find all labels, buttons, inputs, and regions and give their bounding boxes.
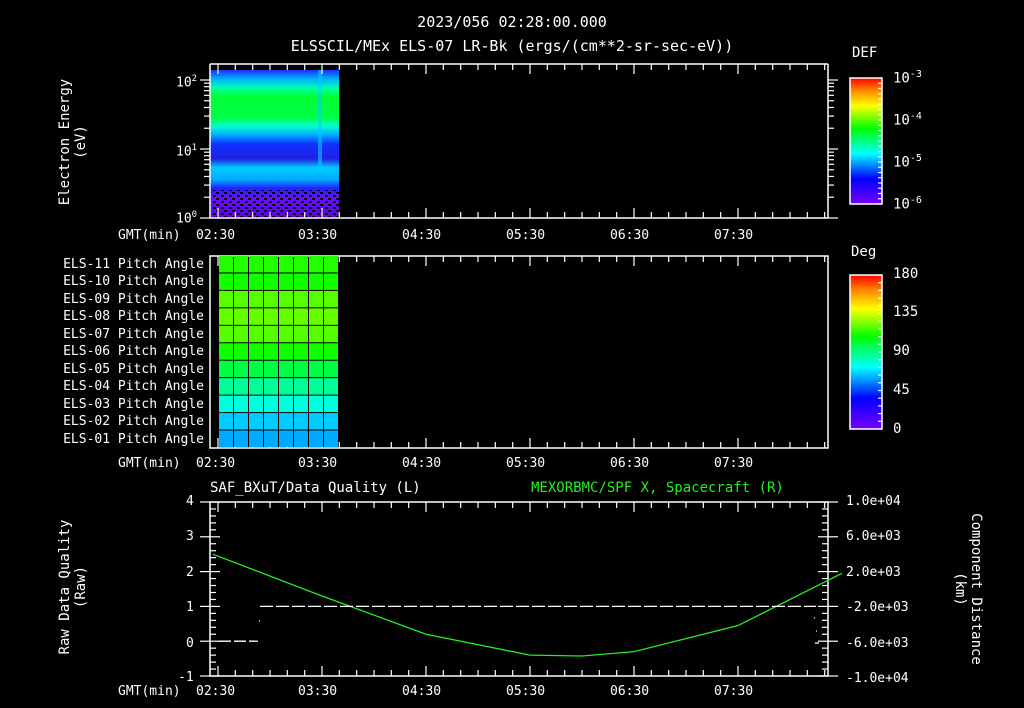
pitch-angle-row-label: ELS-09 Pitch Angle bbox=[63, 291, 204, 307]
time-tick: 03:30 bbox=[298, 684, 338, 699]
time-tick: 07:30 bbox=[714, 456, 754, 471]
pitch-angle-row-label: ELS-07 Pitch Angle bbox=[63, 326, 204, 342]
ytick-left: 0 bbox=[186, 636, 194, 651]
def-colorbar-title: DEF bbox=[852, 45, 878, 61]
time-tick: 06:30 bbox=[610, 228, 650, 243]
panel3-right-ylabel: Component Distance (km) bbox=[952, 503, 984, 675]
ytick-left: 1 bbox=[186, 600, 194, 615]
ytick-1: 100 bbox=[176, 210, 198, 227]
ylabel-line1: Raw Data Quality bbox=[57, 519, 73, 655]
def-colorbar bbox=[849, 77, 883, 205]
pitch-angle-row-label: ELS-10 Pitch Angle bbox=[63, 274, 204, 290]
def-cb-1e-6: 10-6 bbox=[893, 195, 922, 213]
ylabel-line2: (eV) bbox=[73, 125, 89, 159]
ylabel-line2: (km) bbox=[952, 572, 968, 606]
spacecraft-x-line bbox=[212, 553, 843, 657]
time-tick: 06:30 bbox=[610, 684, 650, 699]
time-axis-label-2: GMT(min) bbox=[118, 456, 181, 471]
time-tick: 05:30 bbox=[506, 456, 546, 471]
time-tick: 02:30 bbox=[196, 456, 236, 471]
pitch-angle-row-label: ELS-06 Pitch Angle bbox=[63, 344, 204, 360]
ytick-right: 2.0e+03 bbox=[846, 565, 901, 580]
plot-subtitle: ELSSCIL/MEx ELS-07 LR-Bk (ergs/(cm**2-sr… bbox=[290, 37, 734, 55]
pitch-angle-row-label: ELS-03 Pitch Angle bbox=[63, 396, 204, 412]
panel3-left-ylabel: Raw Data Quality (Raw) bbox=[57, 512, 89, 662]
time-tick: 07:30 bbox=[714, 228, 754, 243]
panel1-heatmap bbox=[210, 70, 339, 218]
time-axis-label-3: GMT(min) bbox=[118, 684, 181, 699]
deg-colorbar-title: Deg bbox=[851, 244, 877, 260]
time-tick: 07:30 bbox=[714, 684, 754, 699]
ytick-right: -2.0e+03 bbox=[846, 600, 909, 615]
time-tick: 05:30 bbox=[506, 684, 546, 699]
time-tick: 04:30 bbox=[402, 228, 442, 243]
pitch-angle-row-label: ELS-04 Pitch Angle bbox=[63, 379, 204, 395]
panel2-frame bbox=[209, 255, 829, 449]
time-tick: 03:30 bbox=[298, 228, 338, 243]
ytick-right: 6.0e+03 bbox=[846, 529, 901, 544]
time-tick: 06:30 bbox=[610, 456, 650, 471]
ytick-left: 2 bbox=[186, 565, 194, 580]
plot-timestamp: 2023/056 02:28:00.000 bbox=[417, 13, 607, 31]
time-axis-label-1: GMT(min) bbox=[118, 228, 181, 243]
ylabel-line1: Electron Energy bbox=[57, 78, 73, 206]
ytick-left: 4 bbox=[186, 494, 194, 509]
deg-cb-135: 135 bbox=[893, 304, 919, 320]
pitch-angle-row-label: ELS-08 Pitch Angle bbox=[63, 309, 204, 325]
pitch-angle-row-label: ELS-02 Pitch Angle bbox=[63, 414, 204, 430]
pitch-angle-row-label: ELS-11 Pitch Angle bbox=[63, 257, 204, 272]
ylabel-line1: Component Distance bbox=[968, 513, 984, 665]
panel3-left-title: SAF_BXuT/Data Quality (L) bbox=[210, 480, 421, 496]
def-cb-1e-4: 10-4 bbox=[893, 111, 922, 129]
ytick-100: 102 bbox=[176, 74, 198, 91]
panel3-right-title: MEXORBMC/SPF X, Spacecraft (R) bbox=[531, 480, 784, 496]
time-tick: 05:30 bbox=[506, 228, 546, 243]
ytick-left: 3 bbox=[186, 529, 194, 544]
panel3-frame bbox=[209, 501, 829, 677]
pitch-angle-row-label: ELS-05 Pitch Angle bbox=[63, 361, 204, 377]
pitch-angle-row-label: ELS-01 Pitch Angle bbox=[63, 431, 204, 447]
time-tick: 03:30 bbox=[298, 456, 338, 471]
ytick-right: -1.0e+04 bbox=[846, 671, 909, 686]
ylabel-line2: (Raw) bbox=[73, 565, 89, 609]
time-tick: 02:30 bbox=[196, 684, 236, 699]
deg-colorbar bbox=[849, 274, 883, 430]
deg-cb-45: 45 bbox=[893, 382, 910, 398]
ytick-right: 1.0e+04 bbox=[846, 494, 901, 509]
deg-cb-0: 0 bbox=[893, 421, 902, 437]
ytick-right: -6.0e+03 bbox=[846, 636, 909, 651]
panel1-ylabel: Electron Energy (eV) bbox=[57, 77, 89, 207]
ytick-10: 101 bbox=[176, 143, 198, 160]
panel1-frame bbox=[209, 63, 829, 219]
deg-cb-180: 180 bbox=[893, 266, 919, 282]
time-tick: 04:30 bbox=[402, 684, 442, 699]
time-tick: 04:30 bbox=[402, 456, 442, 471]
def-cb-1e-5: 10-5 bbox=[893, 153, 922, 171]
def-cb-1e-3: 10-3 bbox=[893, 69, 922, 87]
deg-cb-90: 90 bbox=[893, 343, 910, 359]
time-tick: 02:30 bbox=[196, 228, 236, 243]
ytick-left: -1 bbox=[178, 670, 194, 685]
